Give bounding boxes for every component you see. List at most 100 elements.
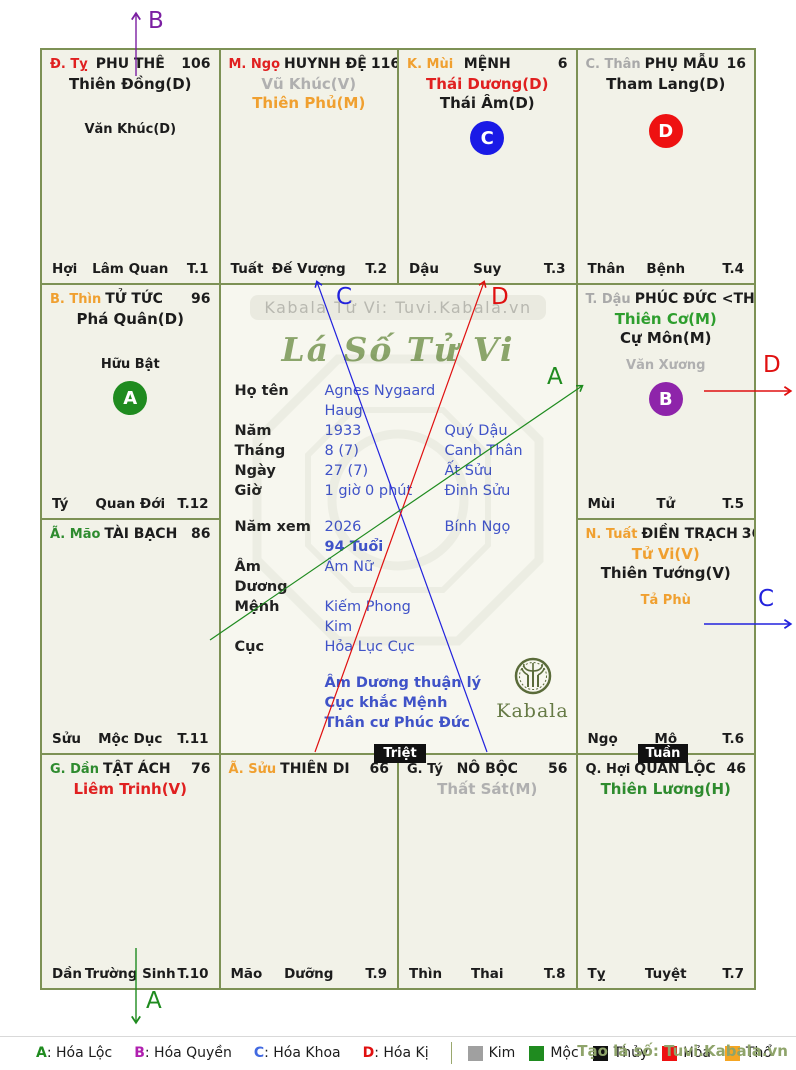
stem-label: C. Thân [585, 57, 641, 72]
star-list: Tham Lang(D) D [586, 75, 747, 148]
transformation-badge-b: B [648, 382, 683, 416]
info-label: Mệnh [234, 599, 280, 615]
stem-label: K. Mùi [407, 57, 454, 72]
palace-cell-tai-bach: Ã. Mão TÀI BẠCH 86 Sửu Mộc Dục T.11 [42, 520, 219, 753]
info-label: Họ tên [234, 383, 289, 399]
branch-label: Thìn [409, 966, 443, 982]
cell-header: Đ. Tỵ PHU THÊ 106 [50, 56, 211, 72]
life-stage-label: Mộ [654, 731, 678, 747]
life-stage-label: Bệnh [646, 261, 686, 277]
palace-name: PHỤ MẪU [644, 56, 720, 72]
info-label: Năm xem [234, 519, 311, 535]
arrow-label-d: D [491, 284, 509, 310]
palace-number: 106 [181, 56, 211, 72]
palace-name: TỬ TỨC [105, 291, 163, 307]
decade-label: T.11 [177, 731, 209, 747]
palace-name: PHU THÊ [95, 56, 165, 72]
kabala-logo: Kabala [493, 657, 573, 722]
cell-header: K. Mùi MỆNH 6 [407, 56, 568, 72]
transformation-badge-d: D [648, 114, 683, 148]
star: Cự Môn(M) [620, 329, 712, 347]
palace-name: MỆNH [463, 56, 511, 72]
info-value: Hỏa Lục Cục [324, 639, 415, 655]
star: Vũ Khúc(V) [261, 75, 357, 93]
footer-divider [0, 1036, 796, 1037]
stem-label: Đ. Tỵ [50, 57, 88, 72]
palace-cell-no-boc: G. Tý NÔ BỘC 56 Thất Sát(M) Thìn Thai T.… [399, 755, 576, 988]
branch-label: Thân [587, 261, 626, 277]
cell-footer: Thân Bệnh T.4 [588, 261, 745, 277]
star: Phá Quân(D) [76, 310, 184, 328]
star-list: Thái Dương(D) Thái Âm(D) C [407, 75, 568, 155]
thuy-swatch-icon [592, 1045, 608, 1061]
palace-name: QUAN LỘC [634, 761, 716, 777]
branch-label: Hợi [52, 261, 78, 277]
legend-elem-tho: Thổ [724, 1045, 772, 1061]
transformation-badge-a: A [113, 381, 148, 415]
info-value: Âm Nữ [324, 559, 374, 575]
cell-header: G. Tý NÔ BỘC 56 [407, 761, 568, 777]
palace-cell-quan-loc: Q. Hợi QUAN LỘC 46 Thiên Lương(H) Tỵ Tuy… [577, 755, 754, 988]
palace-cell-tu-tuc: B. Thìn TỬ TỨC 96 Phá Quân(D) Hữu Bật A … [42, 285, 219, 518]
star: Tả Phù [640, 593, 691, 608]
info-label: Giờ [234, 483, 262, 499]
decade-label: T.10 [177, 966, 209, 982]
decade-label: T.5 [722, 496, 744, 512]
cell-header: T. Dậu PHÚC ĐỨC <THÂN> 26 [585, 291, 755, 307]
star: Thiên Đồng(D) [68, 75, 192, 93]
branch-label: Dậu [409, 261, 439, 277]
legend-hoa-quyen: B: Hóa Quyền [134, 1045, 232, 1061]
star-list: Tử Vi(V) Thiên Tướng(V) Tả Phù [586, 545, 747, 609]
arrow-label-c: C [336, 284, 353, 310]
cell-footer: Thìn Thai T.8 [409, 966, 566, 982]
palace-number: 96 [191, 291, 211, 307]
decade-label: T.3 [543, 261, 566, 277]
cell-footer: Tuất Đế Vượng T.2 [231, 261, 388, 277]
branch-label: Dần [52, 966, 82, 982]
life-stage-label: Quan Đới [95, 496, 166, 512]
legend: A: Hóa Lộc B: Hóa Quyền C: Hóa Khoa D: H… [36, 1042, 786, 1064]
cell-header: B. Thìn TỬ TỨC 96 [50, 291, 211, 307]
decade-label: T.8 [543, 966, 566, 982]
palace-cell-dien-trach: N. Tuất ĐIỀN TRẠCH 36 Tử Vi(V) Thiên Tướ… [577, 520, 754, 753]
palace-name: THIÊN DI [280, 761, 350, 777]
legend-elem-moc: Mộc [529, 1045, 579, 1061]
star: Thái Âm(D) [439, 94, 535, 112]
life-stage-label: Đế Vượng [271, 261, 346, 277]
palace-number: 36 [741, 526, 754, 542]
star: Thiên Tướng(V) [600, 564, 731, 582]
star-list: Thiên Cơ(M) Cự Môn(M) Văn Xương B [586, 310, 747, 416]
stem-label: T. Dậu [585, 292, 631, 307]
cell-header: Q. Hợi QUAN LỘC 46 [586, 761, 747, 777]
credit-link[interactable]: Tạo lá số: Tuvi.Kabala.vn [577, 1042, 788, 1060]
life-stage-label: Lâm Quan [92, 261, 169, 277]
info-value: 8 (7) [324, 443, 359, 459]
info-extra: Canh Thân [444, 443, 523, 459]
decade-label: T.4 [722, 261, 744, 277]
legend-hoa-loc: A: Hóa Lộc [36, 1045, 113, 1061]
star: Thiên Phủ(M) [252, 94, 366, 112]
decade-label: T.7 [722, 966, 744, 982]
legend-elem-hoa: Hỏa [662, 1045, 711, 1061]
triet-badge: Triệt [374, 744, 426, 763]
star: Văn Xương [626, 358, 706, 373]
arrow-label-d2: D [763, 352, 781, 378]
star-list: Thất Sát(M) [407, 780, 568, 799]
stem-label: G. Tý [407, 762, 443, 777]
arrow-label-a: A [146, 988, 162, 1014]
kabala-tree-icon [514, 657, 551, 695]
cell-header: Ã. Mão TÀI BẠCH 86 [50, 526, 211, 542]
tuan-badge: Tuần [638, 744, 688, 763]
palace-number: 46 [726, 761, 746, 777]
palace-cell-phuc-duc: T. Dậu PHÚC ĐỨC <THÂN> 26 Thiên Cơ(M) Cự… [577, 285, 755, 518]
palace-number: 16 [726, 56, 746, 72]
hoa-swatch-icon [662, 1045, 678, 1061]
info-extra: Ất Sửu [444, 463, 493, 479]
kim-swatch-icon [467, 1045, 483, 1061]
cell-footer: Dậu Suy T.3 [409, 261, 566, 277]
info-extra: Đinh Sửu [444, 483, 511, 499]
info-value: 1933 [324, 423, 362, 439]
star-list: Thiên Lương(H) [586, 780, 747, 799]
palace-name: ĐIỀN TRẠCH [641, 526, 738, 542]
star: Tham Lang(D) [606, 75, 726, 93]
